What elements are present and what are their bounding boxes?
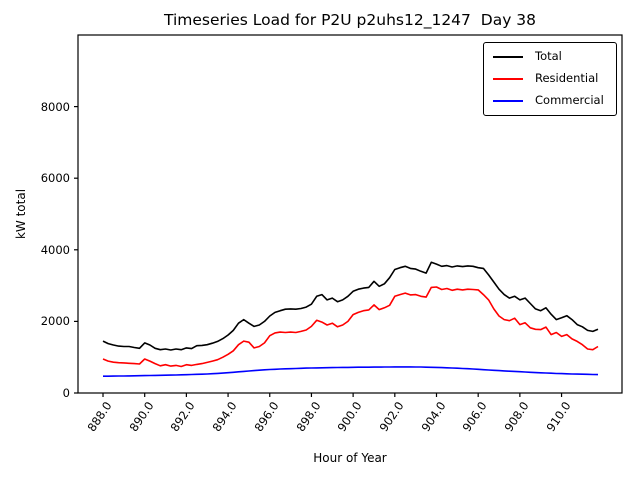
y-tick-label: 2000 [40, 314, 70, 329]
x-axis-label: Hour of Year [313, 451, 387, 465]
legend: Total Residential Commercial [483, 42, 617, 116]
legend-item-commercial: Commercial [484, 90, 616, 112]
y-tick-label: 8000 [40, 99, 70, 114]
y-tick-label: 4000 [40, 242, 70, 257]
y-tick-label: 6000 [40, 171, 70, 186]
legend-label-total: Total [535, 49, 562, 64]
legend-label-residential: Residential [535, 71, 599, 86]
legend-line-swatch-residential [493, 78, 523, 80]
series-line-commercial [103, 366, 599, 378]
legend-label-commercial: Commercial [535, 93, 604, 108]
legend-line-swatch-commercial [493, 100, 523, 102]
legend-line-swatch-total [493, 56, 523, 58]
plot-frame [77, 34, 623, 394]
series-line-total [102, 261, 599, 351]
y-tick-label: 0 [62, 386, 70, 400]
chart-title: Timeseries Load for P2U p2uhs12_1247 Day… [163, 11, 537, 29]
series-line-residential [102, 286, 599, 368]
y-axis-label: kW total [14, 188, 28, 240]
legend-item-total: Total [484, 46, 616, 68]
legend-item-residential: Residential [484, 68, 616, 90]
